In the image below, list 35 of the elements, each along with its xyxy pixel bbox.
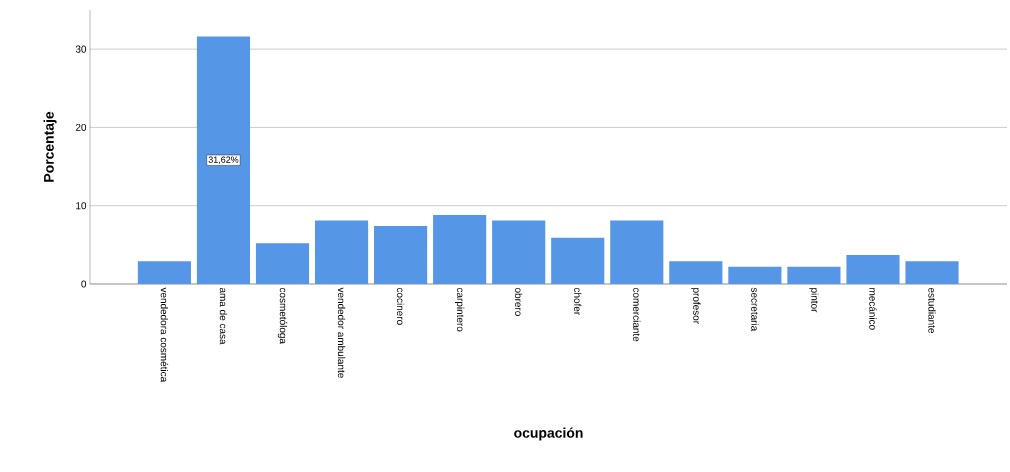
bar [846,255,900,284]
x-tick-label: vendedor ambulante [337,287,346,378]
x-tick-label: mecánico [869,288,877,330]
x-axis-title: ocupación [514,427,583,441]
bar [374,226,428,284]
bar [492,220,546,284]
bar [551,237,605,284]
y-tick-label: 20 [75,123,87,131]
bar [728,266,782,284]
bar [669,261,723,284]
bar [610,220,664,284]
data-label: 31,62% [208,156,239,164]
x-tick-label: pintor [809,288,819,313]
y-tick-label: 10 [76,202,87,210]
y-axis-title: Porcentaje [43,111,57,182]
x-tick-label: ama de casa [219,287,228,345]
bar [255,243,310,284]
x-tick-label: vendedora cosmética [160,287,169,383]
bar [433,215,487,284]
y-tick-label: 0 [81,280,87,288]
bar [196,36,251,284]
bar [314,220,369,284]
x-tick-label: cocinero [396,287,405,325]
x-tick-label: chofer [574,287,582,316]
x-tick-label: cosmetóloga [277,287,288,344]
x-tick-label: comerciante [633,287,641,342]
x-tick-label: carpintero [455,287,465,332]
bar [905,261,959,284]
bar [787,266,841,284]
x-tick-label: profesor [691,288,701,324]
x-tick-label: obrero [515,287,523,316]
x-tick-label: secretaria [751,287,759,332]
bar [137,261,191,284]
y-tick-label: 30 [75,45,87,53]
x-tick-label: estudiante [928,287,936,334]
